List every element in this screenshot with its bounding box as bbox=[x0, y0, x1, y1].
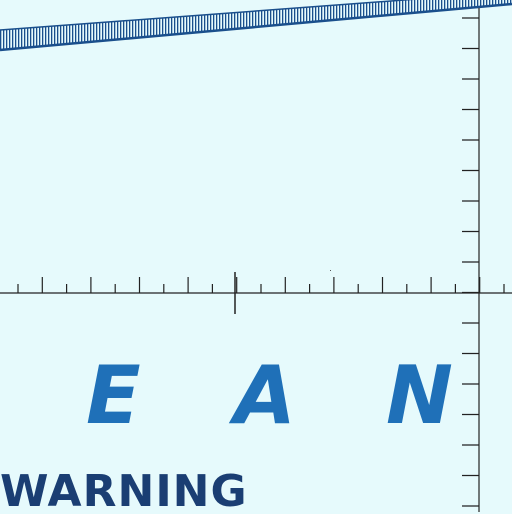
ocean-label-letter-2: A bbox=[234, 349, 296, 442]
graticule-parallel bbox=[0, 272, 512, 314]
ocean-label-letter-1: E bbox=[86, 349, 141, 442]
sounding-dot bbox=[330, 270, 331, 271]
graticule-meridian bbox=[462, 8, 480, 512]
warning-label: WARNING bbox=[0, 470, 248, 514]
ocean-label-letter-3: N bbox=[386, 349, 453, 442]
boundary-hatched-line bbox=[0, 0, 512, 52]
